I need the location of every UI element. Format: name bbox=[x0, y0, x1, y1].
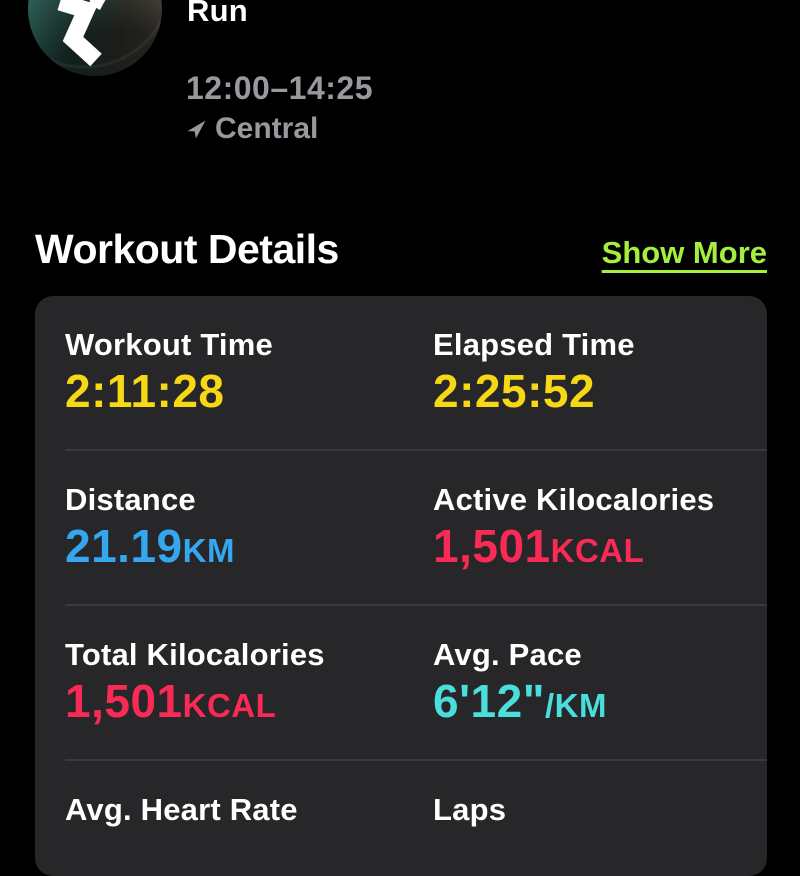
divider bbox=[65, 604, 767, 606]
stat-label: Laps bbox=[433, 792, 507, 827]
stat-cell-total-kilocalories: Total Kilocalories 1,501KCAL bbox=[65, 636, 433, 733]
stat-value: 2:11:28 bbox=[65, 365, 225, 417]
stat-value: 21.19KM bbox=[65, 520, 235, 572]
stat-label: Total Kilocalories bbox=[65, 637, 325, 672]
stat-value: 1,501KCAL bbox=[65, 675, 277, 727]
app-icon bbox=[28, 0, 162, 76]
stat-cell-active-kilocalories: Active Kilocalories 1,501KCAL bbox=[433, 481, 767, 578]
location-arrow-icon bbox=[187, 120, 206, 138]
workout-time-range: 12:00–14:25 bbox=[186, 70, 373, 106]
stat-row: Distance 21.19KM Active Kilocalories 1,5… bbox=[35, 451, 767, 604]
run-app-logo-icon bbox=[57, 0, 106, 67]
stat-unit: /KM bbox=[545, 687, 607, 724]
section-title: Workout Details bbox=[35, 226, 339, 272]
divider bbox=[65, 759, 767, 761]
divider bbox=[65, 449, 767, 451]
location-row: Central bbox=[186, 112, 318, 146]
section-header: Workout Details Show More bbox=[35, 226, 767, 273]
stat-value: 1,501KCAL bbox=[433, 520, 645, 572]
stat-label: Distance bbox=[65, 482, 196, 517]
workout-details-card: Workout Time 2:11:28 Elapsed Time 2:25:5… bbox=[35, 296, 767, 876]
workout-type-title: Run bbox=[187, 0, 248, 28]
stat-cell-distance: Distance 21.19KM bbox=[65, 481, 433, 578]
stat-cell-avg-heart-rate: Avg. Heart Rate bbox=[65, 791, 433, 829]
stat-unit: KM bbox=[182, 532, 235, 569]
stat-label: Workout Time bbox=[65, 327, 273, 362]
stat-cell-elapsed-time: Elapsed Time 2:25:52 bbox=[433, 326, 767, 423]
stat-row: Workout Time 2:11:28 Elapsed Time 2:25:5… bbox=[35, 296, 767, 449]
stat-unit: KCAL bbox=[182, 687, 277, 724]
stat-label: Elapsed Time bbox=[433, 327, 635, 362]
stat-value: 6'12"/KM bbox=[433, 675, 607, 727]
show-more-link[interactable]: Show More bbox=[601, 235, 767, 270]
stat-value: 2:25:52 bbox=[433, 365, 596, 417]
stat-unit: KCAL bbox=[550, 532, 645, 569]
stat-label: Active Kilocalories bbox=[433, 482, 715, 517]
location-label: Central bbox=[215, 112, 319, 145]
stat-row: Avg. Heart Rate Laps bbox=[35, 761, 767, 855]
stat-cell-workout-time: Workout Time 2:11:28 bbox=[65, 326, 433, 423]
stat-label: Avg. Pace bbox=[433, 637, 582, 672]
stat-row: Total Kilocalories 1,501KCAL Avg. Pace 6… bbox=[35, 606, 767, 759]
stat-label: Avg. Heart Rate bbox=[65, 792, 298, 827]
stat-cell-laps: Laps bbox=[433, 791, 767, 829]
stat-cell-avg-pace: Avg. Pace 6'12"/KM bbox=[433, 636, 767, 733]
